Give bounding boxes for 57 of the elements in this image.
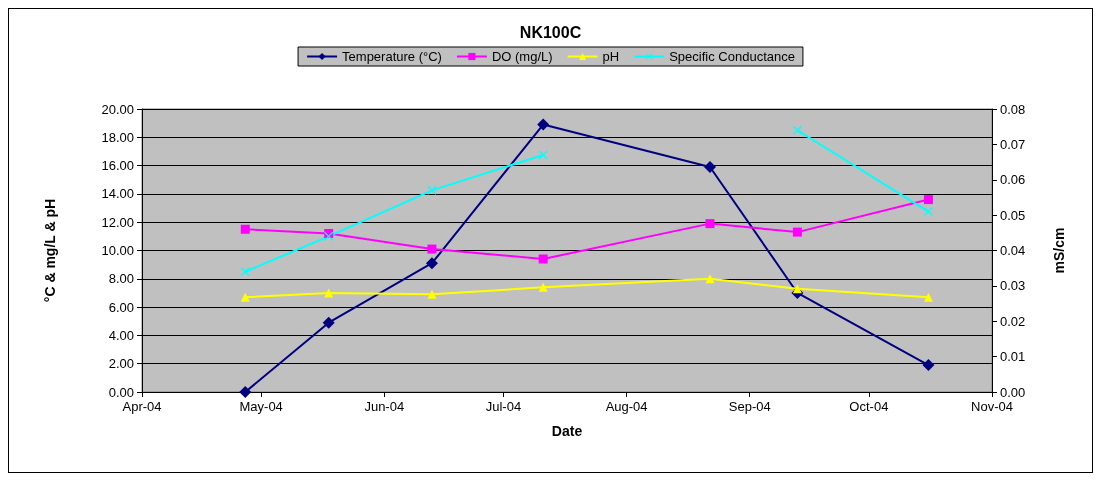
x-tick-label: Nov-04 — [971, 399, 1013, 414]
x-tick-label: Aug-04 — [605, 399, 648, 414]
y2-tick-label: 0.07 — [1000, 136, 1026, 152]
y2-tick-label: 0.00 — [1000, 384, 1026, 400]
y-tick-label: 18.00 — [101, 129, 134, 145]
y-tick-label: 8.00 — [108, 271, 134, 287]
y2-tick-label: 0.01 — [1000, 349, 1026, 365]
y-tick-label: 12.00 — [101, 214, 134, 230]
point — [239, 386, 252, 398]
y-tick-label: 2.00 — [108, 356, 134, 372]
chart-title: NK100C — [519, 23, 582, 41]
point — [792, 227, 802, 237]
point — [705, 219, 715, 229]
y2-tick-label: 0.05 — [1000, 207, 1026, 223]
point — [922, 359, 935, 372]
x-tick-label: Jul-04 — [485, 399, 522, 414]
point — [537, 118, 550, 131]
point — [792, 284, 802, 294]
point — [240, 224, 250, 234]
point — [705, 274, 715, 284]
point — [538, 282, 548, 292]
y-tick-label: 10.00 — [101, 243, 134, 258]
point — [427, 289, 437, 299]
point — [240, 292, 250, 302]
point — [703, 161, 716, 174]
y-tick-label: 14.00 — [101, 186, 134, 202]
y2-tick-label: 0.03 — [1000, 278, 1026, 294]
y-tick-label: 6.00 — [108, 299, 134, 315]
point — [923, 292, 933, 302]
x-tick-label: Jun-04 — [364, 399, 405, 414]
x-axis-title: Date — [551, 423, 583, 439]
point — [427, 185, 437, 195]
y-tick-label: 16.00 — [101, 158, 134, 174]
x-tick-label: Sep-04 — [728, 399, 771, 414]
legend-label: pH — [602, 49, 620, 64]
y-axis-title: °C & mg/L & pH — [42, 198, 58, 303]
point — [792, 125, 802, 135]
legend-label: Temperature (°C) — [342, 49, 442, 64]
x-tick-label: Oct-04 — [849, 399, 889, 414]
x-tick-label: May-04 — [239, 399, 283, 414]
y2-axis-title: mS/cm — [1051, 227, 1067, 274]
point — [538, 254, 548, 264]
y-tick-label: 20.00 — [101, 101, 134, 117]
x-tick-label: Apr-04 — [122, 399, 162, 414]
point — [425, 257, 438, 270]
point — [322, 316, 335, 329]
point — [923, 195, 933, 205]
legend-label: DO (mg/L) — [491, 49, 553, 64]
y2-tick-label: 0.04 — [1000, 243, 1026, 258]
point — [427, 244, 437, 254]
point — [538, 150, 548, 160]
y2-tick-label: 0.02 — [1000, 313, 1026, 329]
y-tick-label: 0.00 — [108, 384, 134, 400]
y2-tick-label: 0.06 — [1000, 172, 1026, 188]
y-tick-label: 4.00 — [108, 327, 134, 343]
legend-label: Specific Conductance — [669, 49, 795, 64]
y2-tick-label: 0.08 — [1000, 101, 1026, 117]
